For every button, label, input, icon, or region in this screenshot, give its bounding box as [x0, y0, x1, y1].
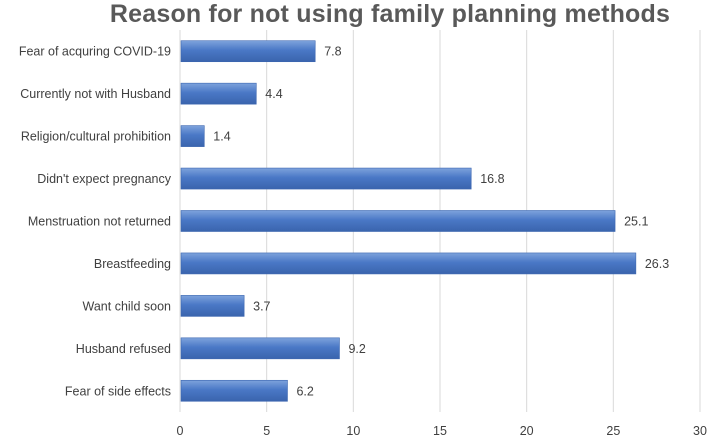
category-label: Fear of side effects: [65, 384, 171, 398]
x-tick-label: 10: [346, 424, 360, 438]
category-label: Currently not with Husband: [20, 87, 171, 101]
bar: [180, 167, 472, 190]
bar: [180, 82, 257, 105]
bar: [180, 40, 316, 63]
x-tick-label: 30: [693, 424, 707, 438]
bar: [180, 337, 340, 360]
category-label: Husband refused: [76, 342, 171, 356]
chart-title: Reason for not using family planning met…: [109, 0, 671, 28]
data-label: 3.7: [253, 299, 270, 313]
category-label: Breastfeeding: [94, 257, 171, 271]
data-label: 26.3: [645, 257, 669, 271]
x-tick-label: 0: [177, 424, 184, 438]
x-tick-label: 15: [433, 424, 447, 438]
category-label: Religion/cultural prohibition: [21, 130, 171, 144]
labels: 0 5 10 15 20 25 30 Fear of acquring COVID-19 7.8…: [19, 45, 707, 438]
category-label: Fear of acquring COVID-19: [19, 45, 171, 59]
bar: [180, 379, 288, 402]
data-label: 7.8: [324, 45, 341, 59]
bar: [180, 210, 616, 232]
x-tick-label: 5: [263, 424, 270, 438]
data-label: 25.1: [624, 215, 648, 229]
bar: [180, 295, 245, 317]
data-label: 9.2: [348, 342, 365, 356]
bars: [180, 40, 637, 402]
x-tick-label: 20: [520, 424, 534, 438]
data-label: 6.2: [296, 384, 313, 398]
category-label: Want child soon: [83, 299, 172, 313]
bar: [180, 252, 637, 275]
x-tick-label: 25: [606, 424, 620, 438]
category-label: Menstruation not returned: [28, 215, 171, 229]
data-label: 16.8: [480, 172, 504, 186]
data-label: 1.4: [213, 130, 230, 144]
bar: [180, 125, 205, 147]
data-label: 4.4: [265, 87, 282, 101]
category-label: Didn't expect pregnancy: [37, 172, 171, 186]
